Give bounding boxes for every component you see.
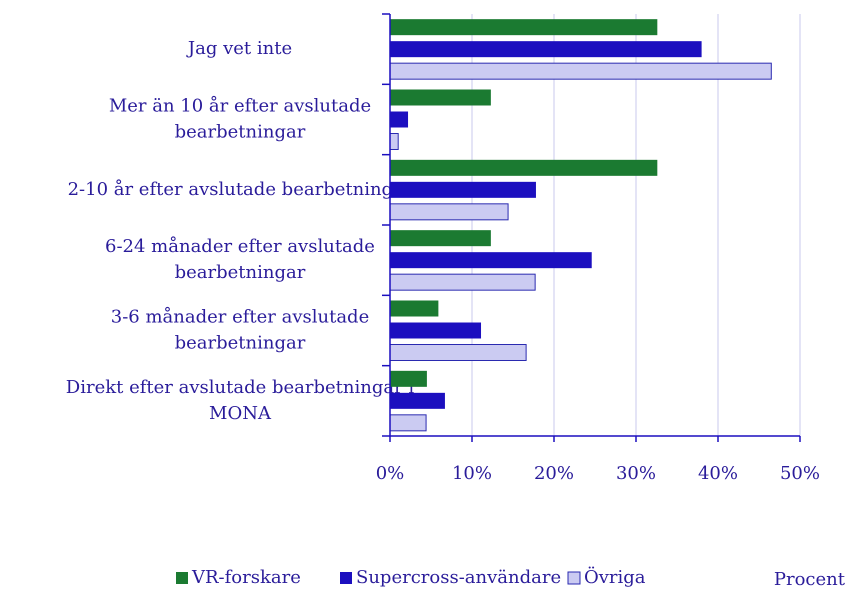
y-tick-label: 6-24 månader efter avslutade bearbetninga…	[105, 235, 375, 283]
y-tick-label: Jag vet inte	[186, 38, 292, 59]
legend-swatch	[340, 572, 352, 584]
bar	[389, 133, 399, 150]
bar	[389, 344, 527, 361]
y-tick-label: Direkt efter avslutade bearbetningar i MO…	[66, 377, 415, 424]
bar	[390, 89, 491, 106]
bar	[389, 273, 536, 291]
y-tick-label: 3-6 månader efter avslutade bearbetningar	[111, 306, 370, 354]
bar	[389, 62, 772, 80]
bar	[390, 181, 536, 198]
bar	[390, 19, 658, 36]
x-tick-label: 50%	[780, 463, 820, 484]
bar	[390, 392, 445, 409]
bar	[390, 41, 702, 58]
y-tick-label: 2-10 år efter avslutade bearbetningar	[68, 178, 413, 200]
bar	[390, 300, 439, 317]
bar	[390, 230, 491, 247]
legend-swatch	[176, 572, 188, 584]
bar	[389, 414, 427, 432]
bar	[390, 111, 409, 128]
legend-label: VR-forskare	[191, 567, 301, 588]
x-axis-label: Procent	[774, 569, 846, 589]
bar	[390, 322, 482, 339]
x-tick-label: 20%	[534, 463, 574, 484]
x-tick-label: 40%	[698, 463, 738, 484]
x-tick-label: 10%	[452, 463, 492, 484]
bar	[390, 370, 427, 387]
legend-label: Supercross-användare	[356, 567, 561, 588]
x-tick-label: 30%	[616, 463, 656, 484]
x-tick-label: 0%	[376, 463, 405, 484]
bar	[390, 252, 592, 269]
bar	[389, 203, 509, 221]
legend-swatch	[567, 571, 581, 585]
legend-label: Övriga	[584, 565, 646, 588]
y-tick-label: Mer än 10 år efter avslutade bearbetninga…	[109, 95, 371, 143]
bar	[390, 159, 658, 176]
